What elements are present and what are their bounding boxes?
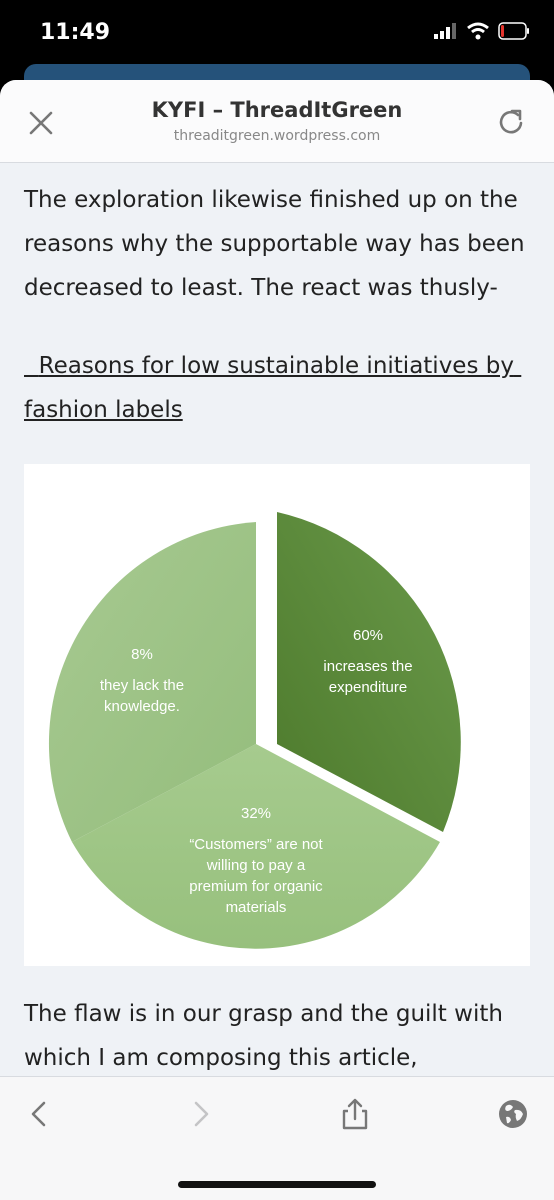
- status-time: 11:49: [40, 20, 111, 45]
- chevron-left-icon[interactable]: [22, 1097, 56, 1131]
- chevron-right-icon[interactable]: [184, 1097, 218, 1131]
- browser-header: KYFI – ThreadItGreen threaditgreen.wordp…: [0, 80, 554, 163]
- pie-slice-label: “Customers” are not: [189, 836, 323, 853]
- pie-slice-8: [48, 522, 256, 842]
- pie-slice-label: materials: [226, 899, 287, 916]
- home-indicator[interactable]: [178, 1181, 376, 1188]
- pie-slice-label: expenditure: [329, 679, 407, 696]
- browser-sheet: KYFI – ThreadItGreen threaditgreen.wordp…: [0, 80, 554, 1200]
- pie-percent-label: 8%: [131, 646, 153, 663]
- status-bar: 11:49: [0, 0, 554, 70]
- close-icon[interactable]: [26, 108, 56, 138]
- pie-slice-label: increases the: [323, 658, 412, 675]
- page-title: KYFI – ThreadItGreen: [151, 98, 403, 122]
- reload-icon[interactable]: [496, 106, 526, 136]
- pie-slice-label: they lack the: [100, 677, 184, 694]
- pie-slice-60: [277, 512, 461, 832]
- article-heading-link[interactable]: Reasons for low sustainable initiatives …: [24, 353, 522, 423]
- page-url: threaditgreen.wordpress.com: [173, 128, 381, 144]
- pie-percent-label: 60%: [353, 627, 383, 644]
- pie-slice-label: knowledge.: [104, 698, 180, 715]
- pie-slice-label: premium for organic: [189, 878, 323, 895]
- bottom-toolbar: [0, 1076, 554, 1200]
- pie-chart-image: 60% increases the expenditure 32% “Customers…: [24, 464, 530, 966]
- article-content: The exploration likewise finished up on …: [24, 162, 530, 432]
- article-paragraph-2: The flaw is in our grasp and the guilt w…: [24, 1001, 503, 1071]
- pie-percent-label: 32%: [241, 805, 271, 822]
- pie-chart: 60% increases the expenditure 32% “Customers…: [48, 512, 461, 949]
- battery-icon: [498, 22, 529, 40]
- share-icon[interactable]: [338, 1097, 372, 1131]
- globe-icon[interactable]: [496, 1097, 530, 1131]
- signal-icon: [434, 23, 456, 39]
- pie-slice-label: willing to pay a: [206, 857, 306, 874]
- article-paragraph: The exploration likewise finished up on …: [24, 187, 525, 301]
- wifi-icon: [467, 22, 489, 40]
- status-icons: [434, 22, 530, 40]
- pie-slice-32: [72, 744, 440, 949]
